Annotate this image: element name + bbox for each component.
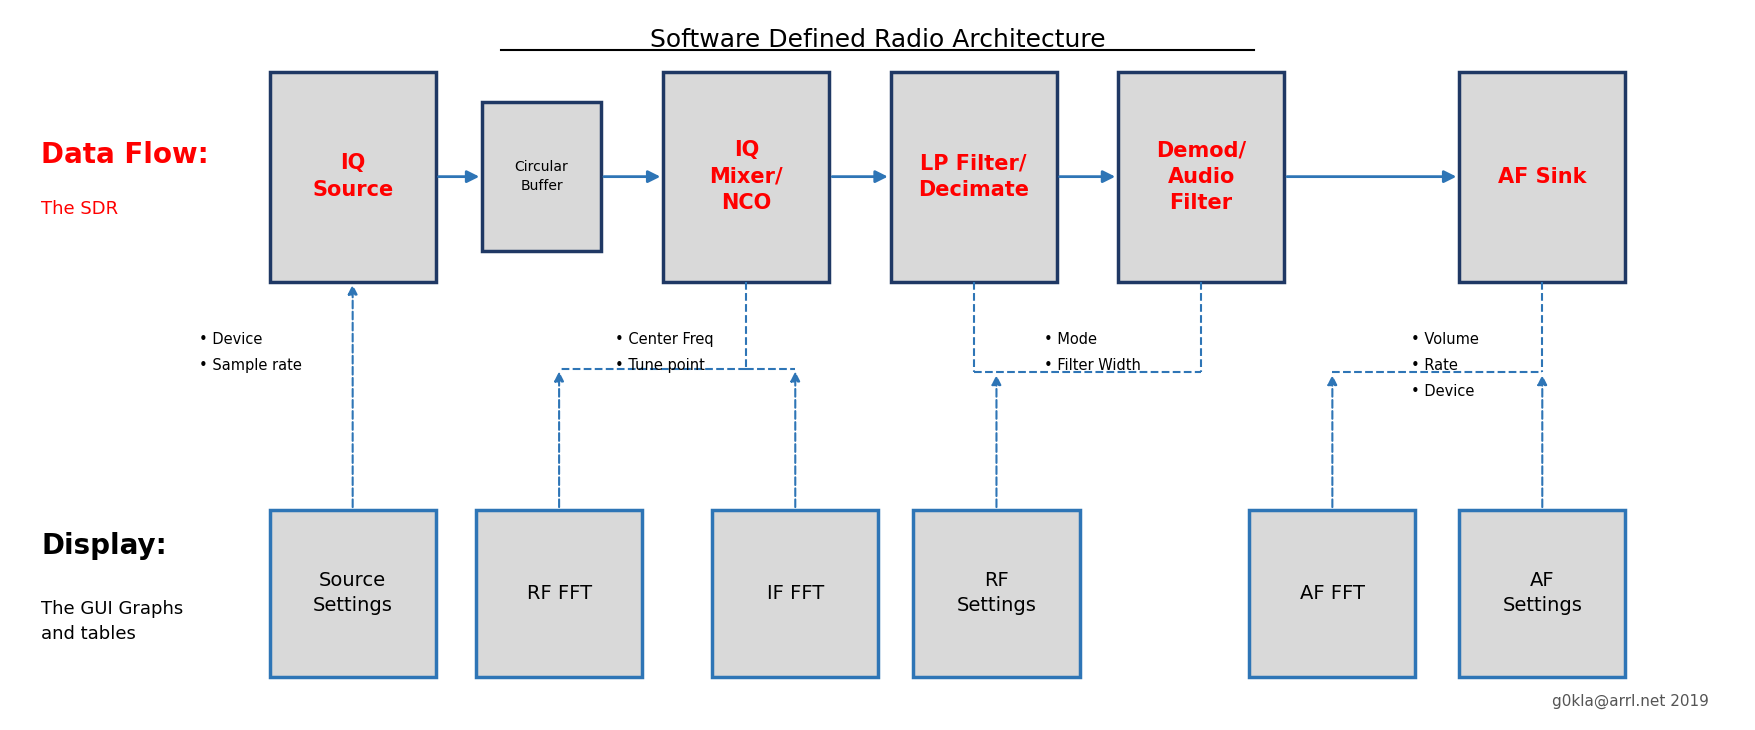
Text: Circular
Buffer: Circular Buffer xyxy=(514,161,569,193)
Text: Demod/
Audio
Filter: Demod/ Audio Filter xyxy=(1157,140,1246,213)
Text: Source
Settings: Source Settings xyxy=(312,571,393,615)
FancyBboxPatch shape xyxy=(483,102,602,251)
Text: AF FFT: AF FFT xyxy=(1300,584,1365,603)
Text: AF
Settings: AF Settings xyxy=(1502,571,1583,615)
FancyBboxPatch shape xyxy=(713,510,878,677)
Text: AF Sink: AF Sink xyxy=(1499,166,1587,187)
FancyBboxPatch shape xyxy=(1118,72,1285,282)
Text: The GUI Graphs
and tables: The GUI Graphs and tables xyxy=(42,601,184,643)
Text: g0kla@arrl.net 2019: g0kla@arrl.net 2019 xyxy=(1551,694,1708,709)
FancyBboxPatch shape xyxy=(476,510,642,677)
FancyBboxPatch shape xyxy=(270,72,435,282)
Text: Display:: Display: xyxy=(42,532,167,560)
Text: IQ
Mixer/
NCO: IQ Mixer/ NCO xyxy=(709,140,783,213)
Text: LP Filter/
Decimate: LP Filter/ Decimate xyxy=(918,153,1028,200)
Text: RF FFT: RF FFT xyxy=(526,584,591,603)
Text: • Volume
• Rate
• Device: • Volume • Rate • Device xyxy=(1411,332,1479,399)
Text: IF FFT: IF FFT xyxy=(767,584,823,603)
FancyBboxPatch shape xyxy=(663,72,830,282)
FancyBboxPatch shape xyxy=(913,510,1079,677)
Text: Software Defined Radio Architecture: Software Defined Radio Architecture xyxy=(649,28,1106,52)
Text: • Mode
• Filter Width: • Mode • Filter Width xyxy=(1044,332,1141,373)
Text: • Device
• Sample rate: • Device • Sample rate xyxy=(198,332,302,373)
FancyBboxPatch shape xyxy=(890,72,1057,282)
Text: RF
Settings: RF Settings xyxy=(956,571,1037,615)
Text: IQ
Source: IQ Source xyxy=(312,153,393,200)
FancyBboxPatch shape xyxy=(1250,510,1416,677)
FancyBboxPatch shape xyxy=(1458,510,1625,677)
FancyBboxPatch shape xyxy=(1458,72,1625,282)
Text: Data Flow:: Data Flow: xyxy=(42,141,209,169)
Text: The SDR: The SDR xyxy=(42,200,118,218)
Text: • Center Freq
• Tune point: • Center Freq • Tune point xyxy=(614,332,714,373)
FancyBboxPatch shape xyxy=(270,510,435,677)
